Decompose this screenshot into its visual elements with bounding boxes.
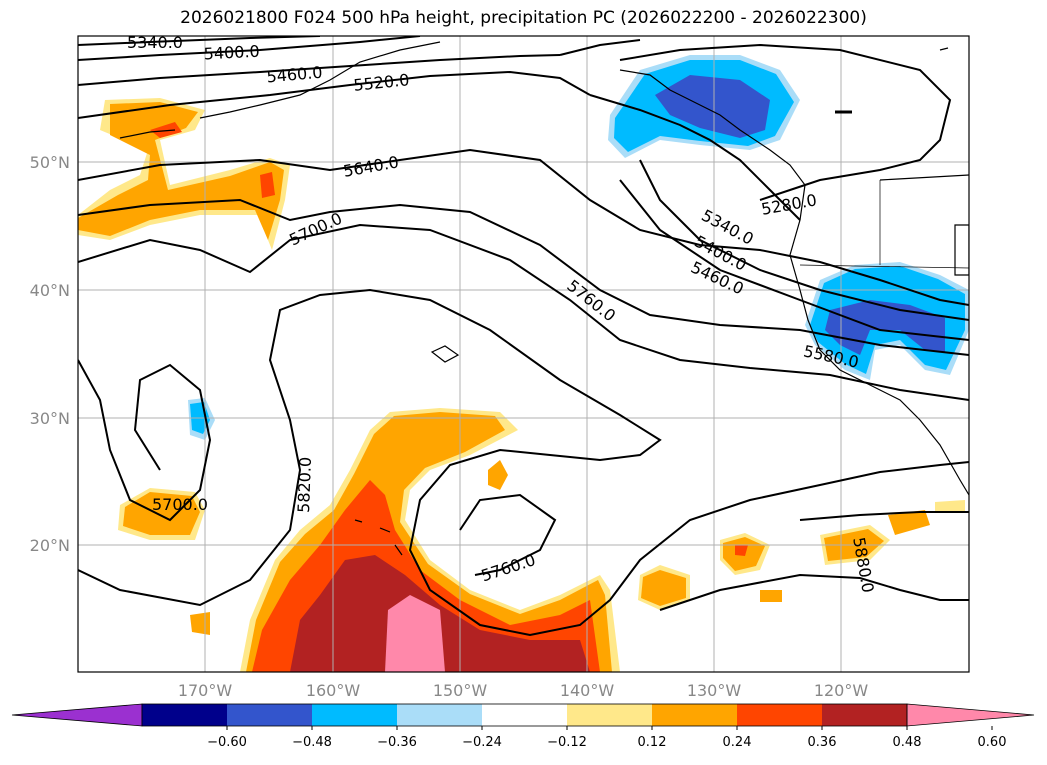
colorbar-tick-label: 0.36 [808,735,837,750]
lon-tick-label: 120°W [814,681,869,700]
contour-label: 5460.0 [266,63,323,87]
colorbar-segment [822,704,907,726]
colorbar-segment [737,704,822,726]
lat-tick-label: 20°N [30,536,70,555]
lon-tick-label: 150°W [433,681,488,700]
colorbar-tick-label: −0.24 [462,735,502,750]
colorbar-tick-label: 0.60 [978,735,1007,750]
lat-tick-label: 30°N [30,409,70,428]
contour-label: 5820.0 [294,457,315,514]
colorbar-tick-label: −0.12 [547,735,587,750]
colorbar: −0.60 −0.48 −0.36 −0.24 −0.12 0.12 0.24 0.36 0.4… [11,703,1035,750]
map-title: 2026021800 F024 500 hPa height, precipit… [180,8,867,28]
colorbar-segment [567,704,652,726]
longitude-tick-labels: 170°W 160°W 150°W 140°W 130°W 120°W [178,681,869,700]
colorbar-tick-label: −0.48 [292,735,332,750]
colorbar-tick-label: −0.36 [377,735,417,750]
lon-tick-label: 170°W [178,681,233,700]
lon-tick-label: 140°W [560,681,615,700]
lat-tick-label: 40°N [30,281,70,300]
colorbar-tick-label: −0.60 [207,735,247,750]
colorbar-segment [312,704,397,726]
colorbar-segment [397,704,482,726]
lat-tick-label: 50°N [30,153,70,172]
colorbar-extend-high [906,703,1035,727]
colorbar-segment [482,704,567,726]
map-frame [77,35,970,673]
colorbar-tick-label: 0.12 [638,735,667,750]
colorbar-segment [227,704,312,726]
contour-label: 5400.0 [203,42,260,64]
colorbar-segment [142,704,227,726]
colorbar-tick-label: 0.24 [723,735,752,750]
contour-label: 5340.0 [127,33,183,52]
colorbar-extend-low [11,703,143,727]
colorbar-tick-label: 0.48 [893,735,922,750]
height-contours [78,36,969,637]
contour-label: 5700.0 [152,495,208,514]
colorbar-frame [141,703,908,727]
lon-tick-label: 160°W [306,681,361,700]
colorbar-segment [652,704,737,726]
lon-tick-label: 130°W [687,681,742,700]
latitude-tick-labels: 50°N 40°N 30°N 20°N [30,153,70,555]
